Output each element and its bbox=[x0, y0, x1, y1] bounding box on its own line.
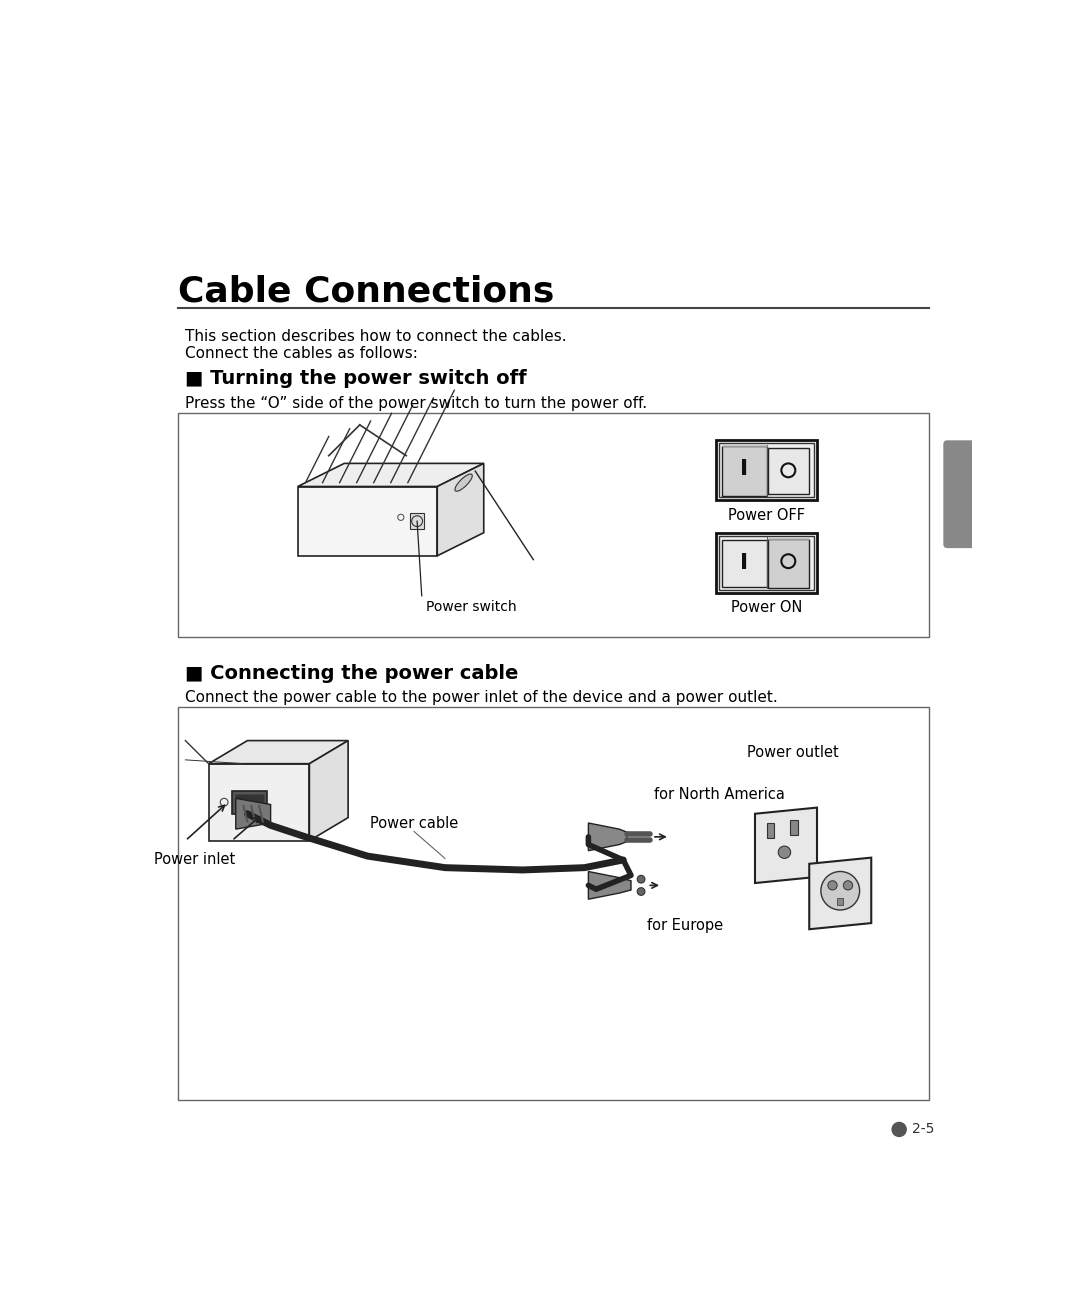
Text: Cable Connections: Cable Connections bbox=[177, 275, 554, 308]
Polygon shape bbox=[298, 464, 484, 487]
Text: Connect the cables as follows:: Connect the cables as follows: bbox=[186, 346, 418, 360]
Text: This section describes how to connect the cables.: This section describes how to connect th… bbox=[186, 329, 567, 343]
Polygon shape bbox=[208, 741, 348, 764]
Text: I: I bbox=[740, 553, 748, 572]
Polygon shape bbox=[589, 872, 631, 899]
Polygon shape bbox=[809, 857, 872, 930]
Bar bbox=[298, 487, 437, 556]
Bar bbox=[768, 448, 809, 495]
Circle shape bbox=[828, 881, 837, 890]
Bar bbox=[410, 513, 424, 528]
Bar bbox=[768, 539, 809, 588]
Text: for Europe: for Europe bbox=[647, 918, 724, 932]
Text: 2-5: 2-5 bbox=[912, 1123, 934, 1137]
Text: for North America: for North America bbox=[654, 787, 785, 802]
Circle shape bbox=[843, 881, 852, 890]
Bar bbox=[235, 794, 264, 811]
Circle shape bbox=[637, 887, 645, 895]
Polygon shape bbox=[589, 824, 627, 851]
Text: Power cable: Power cable bbox=[369, 816, 458, 831]
Circle shape bbox=[637, 875, 645, 883]
Text: Power OFF: Power OFF bbox=[728, 508, 805, 523]
Polygon shape bbox=[437, 464, 484, 556]
Text: ■ Connecting the power cable: ■ Connecting the power cable bbox=[186, 663, 518, 682]
Polygon shape bbox=[235, 798, 271, 829]
Bar bbox=[767, 824, 774, 838]
Bar bbox=[232, 791, 267, 813]
Text: ■ Turning the power switch off: ■ Turning the power switch off bbox=[186, 369, 527, 388]
Text: I: I bbox=[740, 458, 748, 479]
Circle shape bbox=[779, 846, 791, 859]
Bar bbox=[208, 764, 309, 840]
Text: Connect the power cable to the power inlet of the device and a power outlet.: Connect the power cable to the power inl… bbox=[186, 690, 778, 704]
Bar bbox=[719, 536, 814, 589]
Polygon shape bbox=[755, 808, 816, 883]
Bar bbox=[723, 447, 767, 496]
Bar bbox=[177, 413, 930, 637]
Text: Power switch: Power switch bbox=[426, 600, 516, 614]
Bar bbox=[837, 897, 843, 905]
Ellipse shape bbox=[455, 474, 472, 491]
Text: Press the “O” side of the power switch to turn the power off.: Press the “O” side of the power switch t… bbox=[186, 396, 648, 411]
Text: Power inlet: Power inlet bbox=[154, 852, 235, 868]
Bar bbox=[716, 532, 816, 593]
Bar bbox=[177, 707, 930, 1101]
FancyBboxPatch shape bbox=[943, 440, 976, 548]
Circle shape bbox=[821, 872, 860, 910]
Bar bbox=[723, 540, 767, 587]
Polygon shape bbox=[309, 741, 348, 840]
Text: Power ON: Power ON bbox=[731, 601, 802, 615]
Bar bbox=[716, 440, 816, 500]
Bar bbox=[719, 443, 814, 497]
Text: Power outlet: Power outlet bbox=[747, 745, 839, 760]
Circle shape bbox=[891, 1121, 907, 1137]
Bar bbox=[789, 820, 798, 835]
